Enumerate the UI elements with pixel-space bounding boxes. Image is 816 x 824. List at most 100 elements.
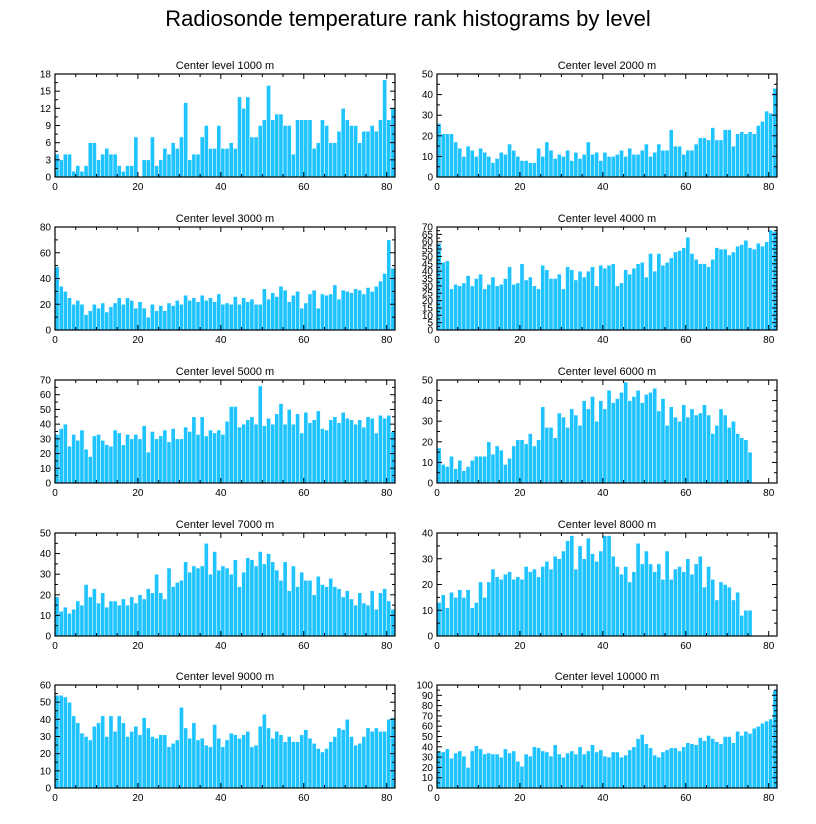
histogram-bar	[344, 590, 350, 637]
histogram-bar	[656, 563, 662, 637]
histogram-bar	[548, 755, 554, 789]
histogram-bar	[536, 288, 541, 331]
histogram-bar	[478, 273, 483, 331]
y-tick-label: 55	[422, 245, 434, 256]
histogram-bar	[104, 606, 110, 637]
histogram-bar	[92, 304, 97, 331]
histogram-bar	[158, 592, 164, 637]
x-tick-label: 0	[434, 182, 440, 193]
histogram-bar	[523, 753, 529, 789]
histogram-bar	[133, 136, 139, 178]
histogram-bar	[141, 717, 147, 789]
histogram-bar	[556, 558, 562, 637]
histogram-bar	[208, 429, 213, 484]
histogram-bar	[644, 394, 649, 484]
histogram-bar	[726, 254, 732, 331]
histogram-bar	[523, 160, 529, 178]
x-tick-label: 20	[514, 488, 526, 499]
histogram-bar	[125, 297, 130, 331]
histogram-bar	[635, 738, 641, 789]
histogram-bar	[474, 455, 479, 484]
histogram-bar	[445, 748, 450, 789]
histogram-bar	[87, 142, 93, 178]
y-tick-label: 40	[40, 715, 52, 726]
histogram-bar	[311, 594, 317, 637]
histogram-bar	[681, 247, 687, 331]
histogram-bar	[75, 165, 81, 178]
histogram-bar	[166, 302, 172, 331]
histogram-bar	[527, 571, 533, 637]
histogram-bar	[606, 156, 612, 178]
histogram-bar	[133, 434, 139, 484]
y-tick-label: 10	[422, 152, 434, 163]
histogram-bar	[79, 171, 85, 178]
histogram-bar	[158, 734, 164, 789]
histogram-bar	[303, 580, 309, 637]
histogram-bar	[315, 410, 321, 484]
panel-title: Center level 2000 m	[558, 60, 656, 72]
histogram-bar	[465, 275, 471, 331]
histogram-bar	[378, 280, 383, 331]
histogram-bar	[154, 573, 159, 637]
histogram-bar	[710, 738, 716, 789]
histogram-bar	[474, 602, 479, 637]
histogram-bar	[382, 731, 387, 789]
histogram-bar	[718, 248, 724, 331]
y-tick-label: 30	[422, 111, 434, 122]
histogram-bar	[569, 750, 575, 789]
histogram-bar	[357, 743, 363, 789]
histogram-bar	[307, 119, 313, 178]
histogram-bar	[503, 278, 508, 331]
histogram-bar	[116, 604, 122, 637]
histogram-bar	[722, 584, 728, 637]
histogram-bar	[639, 402, 645, 484]
histogram-bar	[639, 734, 645, 789]
histogram-bar	[482, 288, 488, 331]
histogram-bar	[303, 412, 309, 484]
histogram-bar	[324, 748, 329, 789]
histogram-bar	[693, 259, 699, 331]
histogram-bar	[357, 592, 363, 637]
histogram-bar	[92, 435, 97, 484]
y-tick-label: 10	[40, 611, 52, 622]
histogram-bar	[216, 429, 222, 484]
histogram-bar	[590, 744, 595, 789]
histogram-bar	[291, 741, 296, 789]
histogram-bar	[212, 148, 217, 178]
y-tick-label: 40	[40, 274, 52, 285]
histogram-bar	[619, 756, 624, 789]
histogram-bar	[328, 142, 334, 178]
histogram-bar	[216, 737, 222, 789]
histogram-bar	[681, 746, 687, 789]
histogram-bar	[311, 419, 317, 484]
histogram-bar	[747, 733, 753, 789]
histogram-bar	[307, 293, 313, 331]
histogram-bar	[92, 725, 97, 789]
x-tick-label: 80	[763, 793, 775, 804]
x-tick-label: 80	[763, 488, 775, 499]
x-tick-label: 0	[434, 488, 440, 499]
histogram-bar	[195, 153, 201, 178]
histogram-bar	[307, 422, 313, 484]
histogram-bar	[594, 561, 599, 637]
histogram-bar	[170, 305, 176, 331]
histogram-bar	[619, 392, 624, 484]
histogram-bar	[747, 247, 753, 331]
histogram-bar	[635, 543, 641, 637]
histogram-bar	[494, 753, 500, 789]
histogram-bar	[440, 594, 446, 637]
histogram-bar	[615, 285, 620, 331]
histogram-bar	[631, 154, 637, 178]
x-tick-label: 40	[215, 793, 227, 804]
histogram-bar	[689, 743, 695, 789]
histogram-bar	[154, 165, 159, 178]
histogram-bar	[224, 739, 230, 789]
histogram-bar	[282, 125, 288, 178]
histogram-bar	[282, 289, 288, 331]
y-tick-label: 0	[45, 173, 51, 184]
histogram-bar	[212, 432, 217, 484]
histogram-bar	[116, 297, 122, 331]
histogram-bar	[374, 608, 379, 637]
x-tick-label: 0	[52, 488, 58, 499]
histogram-bar	[615, 566, 620, 637]
